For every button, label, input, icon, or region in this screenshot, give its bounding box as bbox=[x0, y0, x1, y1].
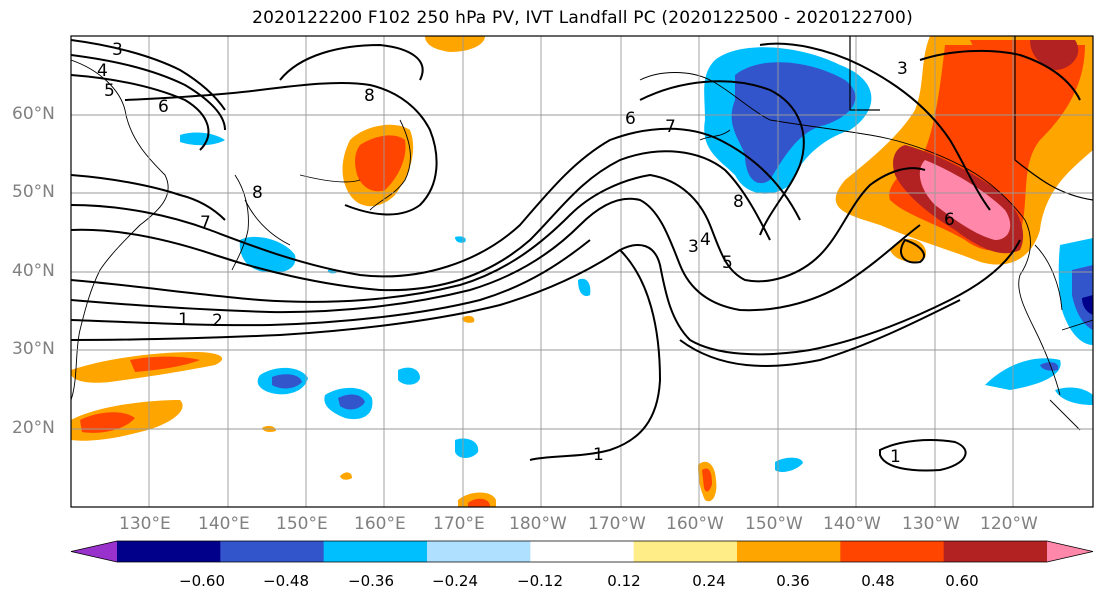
contour-label: 1 bbox=[593, 445, 604, 465]
colorbar-segment bbox=[530, 541, 635, 562]
colorbar-segment bbox=[840, 541, 945, 562]
contour-label: 1 bbox=[178, 310, 189, 330]
colorbar-segment bbox=[117, 541, 221, 562]
colorbar-segment bbox=[633, 541, 738, 562]
lon-label: 170°E bbox=[433, 514, 485, 534]
colorbar-tick-label: −0.12 bbox=[517, 572, 563, 590]
lon-label: 160°W bbox=[666, 514, 724, 534]
contour-label: 3 bbox=[112, 40, 123, 60]
lon-label: 140°W bbox=[823, 514, 881, 534]
lon-label: 150°W bbox=[745, 514, 803, 534]
contour-label: 8 bbox=[733, 192, 744, 212]
lon-label: 140°E bbox=[198, 514, 250, 534]
map-border bbox=[70, 35, 1094, 508]
contour-label: 5 bbox=[104, 81, 115, 101]
contour-label: 8 bbox=[252, 183, 263, 203]
colorbar-extend-max bbox=[1047, 541, 1093, 562]
lon-label: 120°W bbox=[980, 514, 1038, 534]
colorbar-segment bbox=[323, 541, 428, 562]
colorbar-outline bbox=[70, 540, 1094, 563]
contour-label: 2 bbox=[212, 311, 223, 331]
contour-labels: 3 4 5 6 8 7 8 1 2 3 4 5 6 7 8 1 1 3 6 bbox=[97, 40, 955, 467]
contour-label: 3 bbox=[897, 59, 908, 79]
colorbar-segment bbox=[427, 541, 531, 562]
lon-label: 180°W bbox=[509, 514, 567, 534]
lat-label: 20°N bbox=[12, 418, 55, 438]
lon-label: 130°W bbox=[902, 514, 960, 534]
lat-label: 40°N bbox=[12, 261, 55, 281]
colorbar-tick-label: −0.48 bbox=[263, 572, 309, 590]
colorbar-tick-label: −0.60 bbox=[179, 572, 225, 590]
contour-label: 4 bbox=[97, 61, 108, 81]
contour-label: 8 bbox=[364, 86, 375, 106]
colorbar-segment bbox=[737, 541, 841, 562]
colorbar-tick-label: 0.36 bbox=[776, 572, 810, 590]
gridlines bbox=[71, 36, 1093, 507]
colorbar-segment bbox=[220, 541, 325, 562]
lon-label: 170°W bbox=[588, 514, 646, 534]
map-plot-area: 3 4 5 6 8 7 8 1 2 3 4 5 6 7 8 1 1 3 6 bbox=[71, 36, 1093, 507]
coastlines bbox=[71, 59, 1093, 431]
colorbar-tick-label: 0.24 bbox=[692, 572, 726, 590]
contour-label: 1 bbox=[890, 447, 901, 467]
contour-label: 6 bbox=[625, 109, 636, 129]
colorbar-extend-min bbox=[71, 541, 117, 562]
colorbar-tick-label: −0.24 bbox=[432, 572, 478, 590]
contour-label: 4 bbox=[700, 230, 711, 250]
contour-label: 7 bbox=[665, 117, 676, 137]
colorbar-tick-label: 0.12 bbox=[607, 572, 641, 590]
colorbar bbox=[70, 540, 1094, 563]
colorbar-tick-label: −0.36 bbox=[348, 572, 394, 590]
contour-label: 5 bbox=[722, 253, 733, 273]
lon-label: 160°E bbox=[354, 514, 406, 534]
lat-label: 60°N bbox=[12, 104, 55, 124]
contour-label: 7 bbox=[200, 213, 211, 233]
contour-label: 6 bbox=[944, 210, 955, 230]
contour-label: 3 bbox=[688, 237, 699, 257]
colorbar-tick-label: 0.60 bbox=[945, 572, 979, 590]
pv-contours bbox=[71, 39, 1081, 472]
contour-label: 6 bbox=[158, 97, 169, 117]
colorbar-segment bbox=[943, 541, 1048, 562]
map-title: 2020122200 F102 250 hPa PV, IVT Landfall… bbox=[252, 8, 913, 28]
lat-label: 50°N bbox=[12, 182, 55, 202]
lon-label: 130°E bbox=[119, 514, 171, 534]
lat-label: 30°N bbox=[12, 339, 55, 359]
lon-label: 150°E bbox=[276, 514, 328, 534]
colorbar-tick-label: 0.48 bbox=[861, 572, 895, 590]
